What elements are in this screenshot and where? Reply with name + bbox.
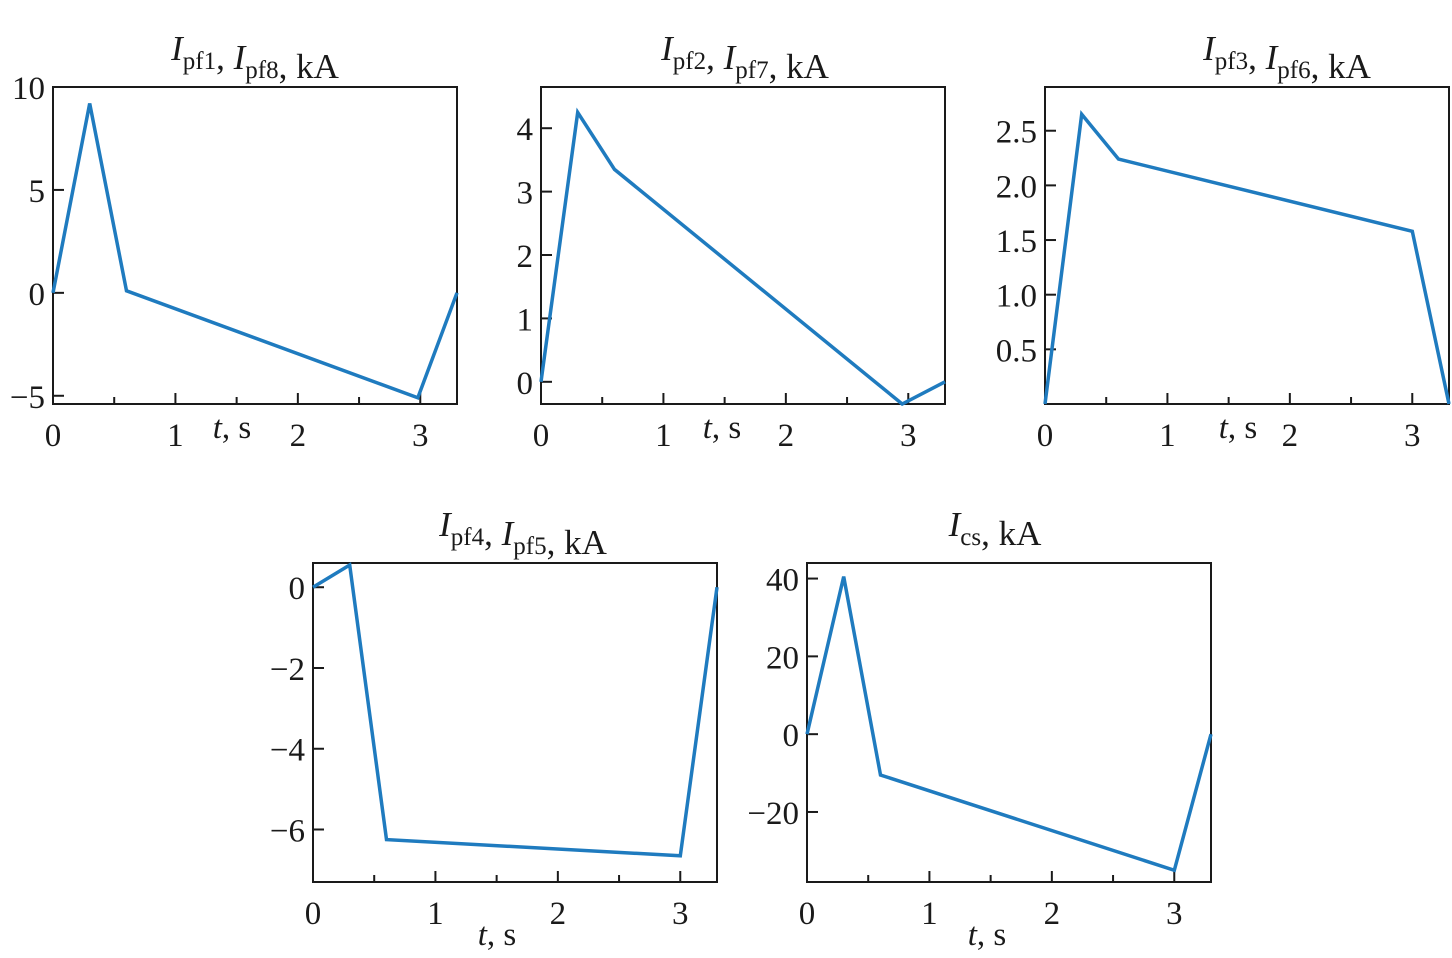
x-tick-label: 0	[1037, 418, 1054, 454]
chart-title: Ipf3, Ipf6, kA	[1202, 29, 1371, 86]
x-tick-label: 2	[550, 896, 567, 932]
x-tick-label: 2	[290, 418, 307, 454]
chart-5: 0 1 2 3 −20 0 20 40 Ics, kA t, s	[747, 505, 1213, 953]
y-tick-label: 0	[517, 366, 534, 402]
y-tick-label: 20	[766, 640, 799, 676]
x-tick-label: 0	[305, 896, 322, 932]
x-tick-label: 1	[1159, 418, 1176, 454]
x-tick-label: 1	[655, 418, 672, 454]
x-tick-label: 1	[427, 896, 444, 932]
x-tick-label: 2	[1282, 418, 1299, 454]
y-tick-label: 2.0	[996, 169, 1037, 205]
series-line	[312, 562, 719, 858]
y-tick-label: 1.5	[996, 224, 1037, 260]
chart-3: 0 1 2 3 0.5 1.0 1.5 2.0 2.5 Ipf3, Ipf6, kA t, s	[996, 29, 1451, 454]
series-line	[539, 107, 946, 406]
y-tick-label: −4	[270, 733, 305, 769]
y-tick-label: 1	[517, 302, 534, 338]
plot-frame	[540, 86, 946, 405]
y-tick-label: 0	[29, 277, 46, 313]
y-tick-label: 0.5	[996, 333, 1037, 369]
series-line	[1043, 110, 1451, 405]
plot-frame	[806, 562, 1212, 883]
chart-title: Ipf1, Ipf8, kA	[170, 29, 339, 86]
y-tick-label: 10	[12, 71, 45, 107]
y-tick-label: −2	[270, 652, 305, 688]
x-tick-label: 2	[1044, 896, 1061, 932]
x-axis-label: t, s	[1219, 410, 1258, 446]
y-tick-label: 3	[517, 176, 534, 212]
x-axis-label: t, s	[213, 410, 252, 446]
x-axis-label: t, s	[703, 410, 742, 446]
plot-frame	[312, 562, 718, 883]
x-tick-label: 0	[45, 418, 62, 454]
y-tick-label: −5	[10, 380, 45, 416]
x-axis-label: t, s	[478, 917, 517, 953]
series-line	[51, 103, 459, 401]
y-tick-label: 2	[517, 239, 534, 275]
y-tick-label: −6	[270, 814, 305, 850]
series-line	[805, 576, 1213, 873]
chart-4: 0 1 2 3 −6 −4 −2 0 Ipf4, Ipf5, kA t, s	[270, 505, 719, 953]
x-tick-label: 3	[672, 896, 689, 932]
y-tick-label: 40	[766, 563, 799, 599]
x-tick-label: 3	[1166, 896, 1183, 932]
y-tick-label: 2.5	[996, 115, 1037, 151]
x-tick-label: 1	[167, 418, 184, 454]
y-tick-label: 0	[289, 571, 306, 607]
x-tick-label: 2	[778, 418, 795, 454]
y-tick-label: 5	[29, 174, 46, 210]
x-tick-label: 1	[921, 896, 938, 932]
x-tick-label: 3	[900, 418, 917, 454]
x-tick-label: 3	[1404, 418, 1421, 454]
chart-title: Ics, kA	[948, 505, 1042, 553]
y-tick-label: −20	[747, 796, 799, 832]
x-tick-label: 0	[533, 418, 550, 454]
x-axis-label: t, s	[968, 917, 1007, 953]
y-tick-label: 0	[783, 718, 800, 754]
x-tick-label: 0	[799, 896, 816, 932]
chart-title: Ipf2, Ipf7, kA	[660, 29, 829, 86]
plot-frame	[52, 86, 458, 405]
chart-2: 0 1 2 3 0 1 2 3 4 Ipf2, Ipf7, kA t, s	[517, 29, 946, 454]
chart-title: Ipf4, Ipf5, kA	[438, 505, 607, 562]
y-tick-label: 4	[517, 112, 534, 148]
y-tick-label: 1.0	[996, 279, 1037, 315]
x-tick-label: 3	[412, 418, 429, 454]
plot-frame	[1044, 86, 1450, 405]
